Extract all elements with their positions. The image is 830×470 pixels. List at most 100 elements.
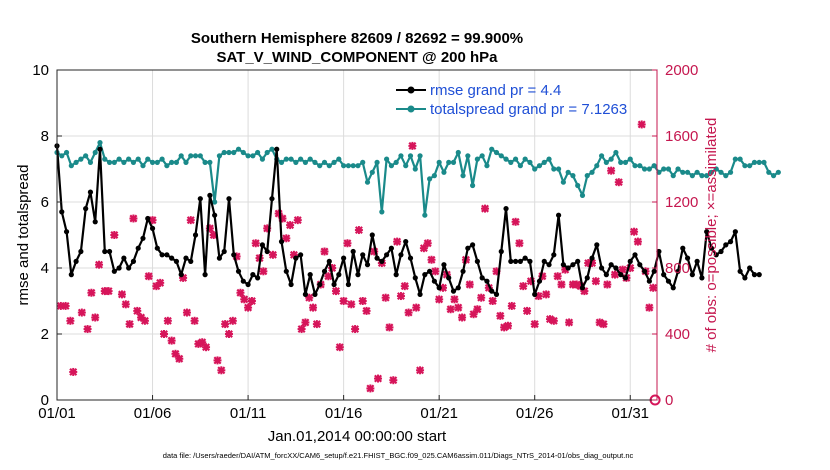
- series-point: [302, 291, 309, 297]
- series-point: [493, 291, 500, 297]
- series-point: [756, 159, 762, 165]
- series-point: [661, 272, 667, 278]
- obs-point: [140, 316, 149, 325]
- legend-totalspread-marker: [407, 105, 415, 113]
- series-point: [541, 258, 547, 264]
- series-point: [283, 268, 289, 274]
- series-point: [570, 262, 576, 268]
- series-point: [154, 159, 160, 165]
- series-point: [551, 166, 557, 172]
- series-point: [412, 166, 418, 172]
- series-point: [164, 252, 170, 258]
- obs-point: [293, 216, 302, 225]
- series-point: [608, 262, 614, 268]
- series-point: [465, 245, 471, 251]
- series-point: [742, 275, 748, 281]
- axis-ticks: 01/01 01/06 01/11 01/16 01/21 01/26 01/31 0 2 4 6 8…: [32, 62, 698, 422]
- obs-point: [645, 303, 654, 312]
- series-point: [331, 281, 337, 288]
- series-point: [398, 252, 404, 258]
- series-point: [360, 252, 366, 258]
- series-point: [321, 159, 328, 165]
- series-point: [207, 192, 213, 198]
- series-point: [756, 272, 762, 278]
- series-point: [560, 179, 566, 185]
- series-point: [546, 262, 552, 268]
- y-right-tick-label: 1600: [665, 128, 698, 145]
- series-point: [312, 159, 318, 165]
- obs-point: [61, 301, 70, 310]
- y-left-tick-label: 0: [41, 392, 49, 409]
- series-point: [83, 206, 89, 212]
- obs-point: [240, 295, 249, 304]
- obs-point: [91, 313, 100, 322]
- obs-point: [160, 330, 169, 338]
- series-point: [393, 159, 399, 165]
- series-point: [379, 209, 385, 215]
- series-point: [264, 149, 270, 156]
- obs-point: [125, 320, 134, 329]
- series-point: [732, 229, 738, 235]
- series-point: [226, 149, 232, 156]
- series-point: [183, 255, 189, 261]
- obs-point: [607, 166, 616, 175]
- y-left-tick-label: 2: [41, 326, 49, 343]
- series-point: [68, 272, 74, 278]
- obs-point: [553, 272, 562, 281]
- series-point: [699, 173, 705, 179]
- series-point: [97, 140, 103, 146]
- obs-point: [202, 343, 211, 352]
- obs-point: [435, 295, 444, 304]
- series-point: [274, 146, 280, 152]
- obs-point: [496, 311, 505, 320]
- series-point: [532, 166, 538, 172]
- series-point: [221, 149, 227, 156]
- series-point: [589, 169, 595, 175]
- obs-point: [312, 320, 321, 329]
- series-point: [126, 265, 132, 271]
- series-point: [470, 242, 476, 248]
- series-point: [355, 163, 361, 169]
- series-point: [121, 159, 127, 165]
- series-point: [699, 275, 705, 281]
- obs-point: [224, 330, 233, 338]
- series-point: [159, 156, 165, 162]
- obs-point: [549, 316, 558, 325]
- series-point: [479, 275, 485, 281]
- obs-point: [599, 320, 608, 329]
- series-point: [202, 272, 208, 278]
- series-point: [307, 272, 313, 278]
- obs-point: [515, 239, 524, 248]
- series-point: [226, 196, 232, 202]
- obs-point: [244, 303, 253, 312]
- chart-subtitle: SAT_V_WIND_COMPONENT @ 200 hPa: [216, 49, 498, 66]
- series-point: [603, 159, 609, 165]
- obs-point: [66, 316, 75, 325]
- series-point: [92, 219, 98, 225]
- y-left-tick-label: 10: [32, 62, 49, 79]
- series-point: [240, 149, 246, 156]
- series-point: [431, 278, 437, 284]
- series-point: [369, 169, 375, 175]
- obs-point: [557, 280, 566, 289]
- series-point: [384, 252, 390, 258]
- series-point: [584, 173, 590, 179]
- series-point: [116, 156, 122, 162]
- series-point: [111, 159, 117, 165]
- obs-point: [374, 374, 383, 383]
- obs-point: [393, 237, 402, 246]
- series-point: [508, 159, 514, 165]
- series-point: [751, 272, 758, 278]
- series-point: [470, 182, 476, 189]
- series-point: [770, 173, 777, 179]
- series-point: [164, 163, 170, 169]
- series-point: [747, 163, 753, 169]
- series-point: [727, 239, 734, 245]
- footer-data-file: data file: /Users/raeder/DAI/ATM_forcXX/…: [163, 451, 634, 460]
- series-point: [503, 206, 509, 212]
- obs-point: [351, 325, 360, 334]
- series-point: [460, 173, 466, 179]
- series-point: [288, 281, 294, 288]
- series-point: [689, 173, 695, 179]
- series-point: [412, 275, 418, 281]
